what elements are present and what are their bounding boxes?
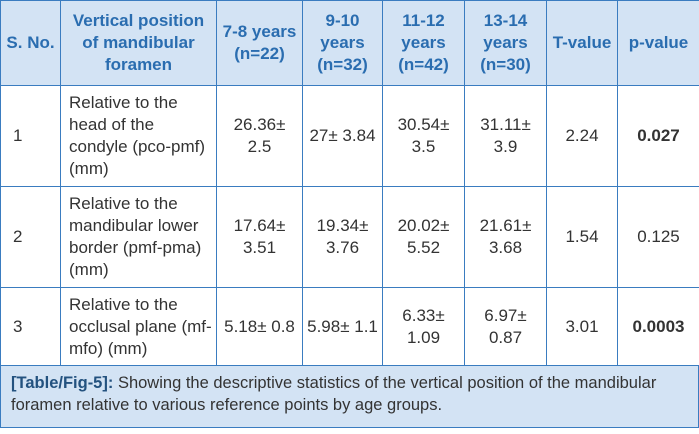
table-cell: 17.64± 3.51 <box>216 186 303 288</box>
table-cell: 5.98± 1.1 <box>302 287 383 366</box>
table-cell: 1 <box>0 85 61 187</box>
table-cell: 2.24 <box>546 85 618 187</box>
table-cell: 6.97± 0.87 <box>464 287 547 366</box>
table-body: 1 Relative to the head of the condyle (pc… <box>0 85 699 366</box>
table-row: 1 Relative to the head of the condyle (pc… <box>0 85 699 187</box>
table-cell: 0.027 <box>617 85 699 187</box>
table-cell: Relative to the mandibular lower border … <box>60 186 217 288</box>
table-cell: Relative to the head of the condyle (pco… <box>60 85 217 187</box>
header-cell: 9-10 years (n=32) <box>302 0 383 86</box>
table-cell: 0.125 <box>617 186 699 288</box>
table-cell: Relative to the occlusal plane (mf-mfo) … <box>60 287 217 366</box>
header-cell: 7-8 years (n=22) <box>216 0 303 86</box>
table-cell: 20.02± 5.52 <box>382 186 465 288</box>
table-cell: 27± 3.84 <box>302 85 383 187</box>
table-cell: 21.61± 3.68 <box>464 186 547 288</box>
header-cell: p-value <box>617 0 699 86</box>
table-cell: 30.54± 3.5 <box>382 85 465 187</box>
caption: [Table/Fig-5]: Showing the descriptive s… <box>0 366 699 428</box>
table-cell: 3.01 <box>546 287 618 366</box>
header-cell: 13-14 years (n=30) <box>464 0 547 86</box>
table-cell: 26.36± 2.5 <box>216 85 303 187</box>
table-cell: 6.33± 1.09 <box>382 287 465 366</box>
data-table: S. No. Vertical position of mandibular fo… <box>0 0 699 366</box>
table-cell: 2 <box>0 186 61 288</box>
table-row: 3 Relative to the occlusal plane (mf-mfo)… <box>0 287 699 366</box>
table-cell: 19.34± 3.76 <box>302 186 383 288</box>
table-cell: 0.0003 <box>617 287 699 366</box>
table-row: 2 Relative to the mandibular lower border… <box>0 186 699 288</box>
table-cell: 3 <box>0 287 61 366</box>
table-cell: 5.18± 0.8 <box>216 287 303 366</box>
caption-text: Showing the descriptive statistics of th… <box>11 374 657 414</box>
header-cell: S. No. <box>0 0 61 86</box>
header-row: S. No. Vertical position of mandibular fo… <box>0 0 699 86</box>
table-cell: 1.54 <box>546 186 618 288</box>
header-cell: 11-12 years (n=42) <box>382 0 465 86</box>
table-cell: 31.11± 3.9 <box>464 85 547 187</box>
header-cell: Vertical position of mandibular foramen <box>60 0 217 86</box>
header-cell: T-value <box>546 0 618 86</box>
caption-label: [Table/Fig-5]: <box>11 374 114 392</box>
